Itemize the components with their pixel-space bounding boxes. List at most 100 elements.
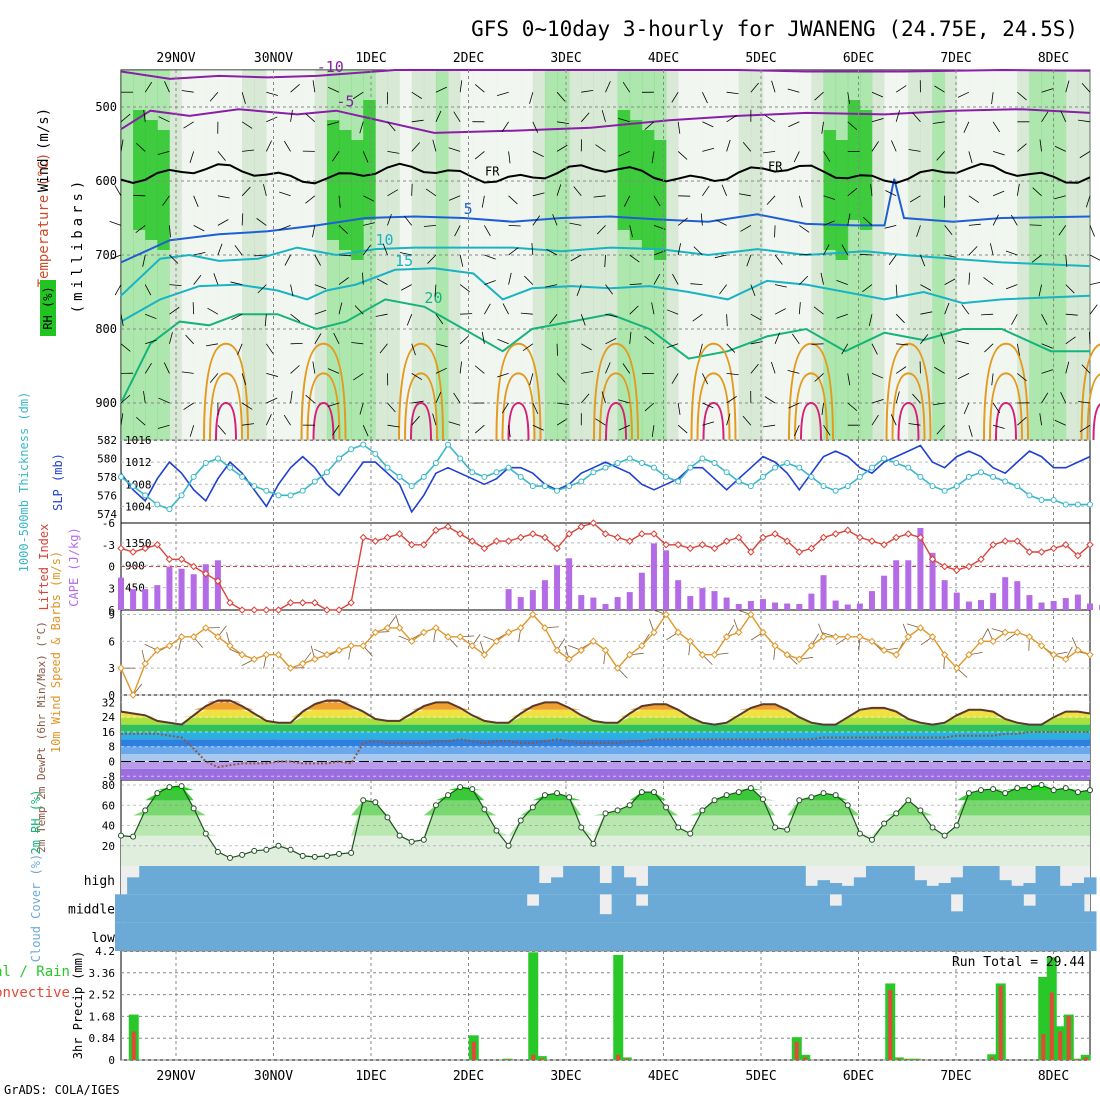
x-date-label-bottom: 5DEC <box>745 1069 776 1084</box>
precip-total-bar <box>987 1054 998 1060</box>
wind-barb <box>792 333 800 345</box>
thickness-ytick-label: 582 <box>97 434 117 447</box>
cloud-cell-middle <box>962 894 976 923</box>
wind-barb <box>481 195 485 208</box>
cloud-cell-middle <box>829 905 843 923</box>
thickness-series-point <box>227 464 234 471</box>
wind-barb <box>136 142 146 152</box>
cloud-cell-high <box>999 880 1012 895</box>
wind-barb <box>1039 139 1042 152</box>
thickness-series-point <box>505 464 512 471</box>
thickness-series-point <box>663 473 670 480</box>
li-point <box>177 555 186 563</box>
thickness-series-point <box>590 469 597 476</box>
wind-barb <box>144 284 152 296</box>
rh-point <box>178 783 185 790</box>
cloud-cell-low <box>236 922 249 951</box>
cloud-cell-low <box>405 922 419 951</box>
wind-barb <box>944 278 956 285</box>
cloud-cell-high <box>672 866 685 895</box>
wind-speed-point <box>117 664 125 672</box>
wind-barb <box>1041 314 1048 325</box>
precip-convective-bar <box>913 1059 918 1060</box>
thickness-series-point <box>711 460 718 467</box>
wind-barb <box>501 121 509 133</box>
wind-barb <box>895 110 900 122</box>
cloud-cell-middle <box>284 894 298 923</box>
wind-speed-point <box>141 659 149 668</box>
rh-point <box>396 832 403 839</box>
wind-barb <box>771 80 776 93</box>
cloud-cell-middle <box>1011 894 1024 923</box>
rh-shade-cell <box>1065 70 1079 440</box>
rh-point <box>759 796 766 803</box>
panel-frame-precip <box>120 950 1091 1061</box>
wind-barb <box>821 402 824 415</box>
wind-speed-point <box>674 628 682 637</box>
cape-bar <box>602 604 609 610</box>
wind-barb <box>871 343 878 355</box>
rh-shade-moist <box>629 120 643 240</box>
wind-barb <box>847 121 858 130</box>
wind-barb <box>241 213 244 226</box>
precip-convective-bar <box>990 1057 995 1060</box>
temp-ytick-label: 8 <box>108 741 115 754</box>
wind-barb <box>399 252 412 256</box>
wind-speed-point <box>323 651 331 659</box>
temp-ytick-label: -8 <box>102 770 115 783</box>
thickness-series-point <box>214 455 221 462</box>
cape-bar <box>868 591 875 610</box>
cape-ylabel: CAPE (J/kg) <box>67 527 81 606</box>
wind-barb <box>327 402 340 407</box>
cloud-cell-middle <box>841 894 855 923</box>
wind-ylabel: 10m Wind Speed & Barbs (m/s) <box>49 551 63 753</box>
wind-speed-point <box>189 633 198 641</box>
wind-barb <box>916 225 921 237</box>
rh-point <box>202 830 209 837</box>
wind-speed-point <box>759 628 767 637</box>
wind-barb <box>605 338 617 345</box>
cloud-cell-middle <box>769 894 782 923</box>
rh-shade-cell <box>435 70 449 440</box>
cape-bar <box>1002 577 1009 610</box>
precip-total-bar <box>528 952 539 1060</box>
cloud-cell-middle <box>672 894 685 923</box>
upper-ytick-label: 600 <box>95 174 117 188</box>
precip-convective-bar <box>1041 1034 1046 1060</box>
wind-barb <box>618 151 630 157</box>
rh-shade-cell <box>593 70 606 440</box>
wind-barb <box>209 373 219 383</box>
warm-isotherm <box>995 401 1017 441</box>
thickness-series-point <box>977 469 984 476</box>
legend-wind-label: Wind (m/s) <box>36 108 52 192</box>
wind-barb <box>595 418 606 426</box>
wind-barb <box>376 278 388 285</box>
wind-barb <box>1005 250 1018 256</box>
thickness-series-point <box>299 487 306 494</box>
cloud-cell-middle <box>950 911 964 923</box>
credit-label: GrADS: COLA/IGES <box>4 1083 120 1097</box>
wind-barb <box>359 402 364 415</box>
cloud-cell-middle <box>526 905 540 923</box>
wind-barb <box>774 332 780 344</box>
wind-barb <box>1041 392 1049 404</box>
temp-band <box>121 746 1090 755</box>
wind-barb <box>284 140 291 152</box>
cloud-cell-high <box>1059 885 1073 895</box>
warm-isotherm <box>209 372 243 441</box>
thickness-series-point <box>360 441 367 448</box>
thickness-series-point <box>275 492 282 499</box>
wind-barb <box>847 187 858 197</box>
rh-point <box>517 817 524 824</box>
cloud-cell-low <box>308 922 322 951</box>
cloud-cell-low <box>672 922 685 951</box>
wind-speed-point <box>904 633 913 641</box>
wind-speed-point <box>371 628 380 637</box>
wind-speed-point <box>698 651 707 659</box>
thickness-series-point <box>832 487 839 494</box>
wind-barb <box>644 121 655 130</box>
wind-speed-point <box>1037 642 1046 650</box>
wind-barb <box>475 424 485 434</box>
thickness-series-point <box>1074 501 1081 508</box>
cape-bar <box>832 600 839 610</box>
